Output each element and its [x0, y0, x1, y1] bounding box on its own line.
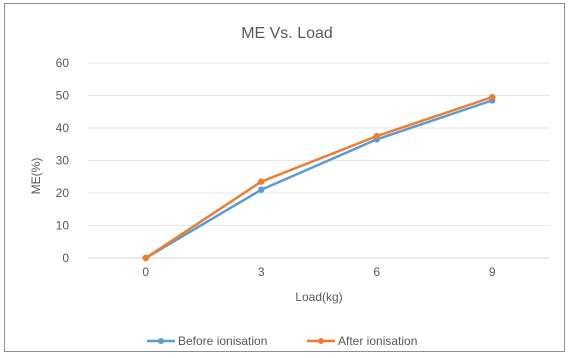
x-tick-label: 3 [258, 265, 265, 279]
y-tick-label: 10 [56, 219, 70, 233]
y-tick-label: 20 [56, 186, 70, 200]
data-point-0-1 [258, 186, 265, 193]
y-tick-label: 50 [56, 89, 70, 103]
data-point-1-2 [373, 132, 380, 140]
legend-marker-before [158, 338, 164, 344]
y-tick-label: 40 [56, 121, 70, 135]
legend-label-before: Before ionisation [178, 334, 267, 348]
data-point-1-3 [489, 93, 496, 101]
data-point-1-1 [258, 178, 265, 185]
series-group [142, 93, 496, 262]
y-tick-label: 0 [62, 251, 69, 265]
x-tick-label: 6 [373, 265, 380, 279]
legend: Before ionisation After ionisation [147, 334, 417, 348]
y-axis-ticks: 0 10 20 30 40 50 60 [56, 56, 70, 265]
chart-frame [4, 3, 565, 352]
y-tick-label: 60 [56, 56, 70, 70]
legend-label-after: After ionisation [338, 334, 417, 348]
x-tick-label: 9 [489, 265, 496, 279]
x-axis-ticks: 0 3 6 9 [142, 265, 496, 279]
y-tick-label: 30 [56, 154, 70, 168]
x-axis-label: Load(kg) [295, 290, 342, 304]
legend-item-before: Before ionisation [147, 334, 267, 348]
y-axis-label: ME(%) [29, 158, 43, 195]
legend-marker-after [318, 338, 324, 344]
chart-title: ME Vs. Load [241, 25, 333, 42]
series-line-1 [145, 95, 493, 260]
gridlines [88, 62, 550, 259]
legend-item-after: After ionisation [307, 334, 417, 348]
data-point-1-0 [142, 254, 149, 262]
x-tick-label: 0 [142, 265, 149, 279]
series-line-0 [145, 99, 493, 260]
